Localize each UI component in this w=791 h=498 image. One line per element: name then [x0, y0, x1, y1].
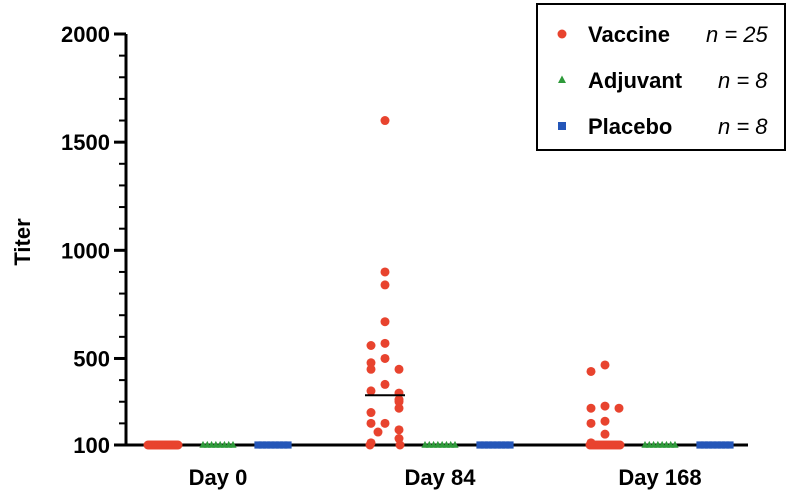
vaccine-point	[600, 360, 610, 370]
legend-label-vaccine: Vaccine	[588, 22, 670, 47]
placebo-point	[258, 441, 266, 449]
y-tick-label: 2000	[61, 22, 110, 47]
y-minor-ticks	[119, 54, 126, 425]
vaccine-point	[380, 379, 390, 389]
vaccine-point	[380, 418, 390, 428]
vaccine-point	[600, 429, 610, 439]
legend-entry-vaccine: Vaccine n = 25	[557, 22, 769, 47]
y-tick-labels: 100 500 1000 1500 2000	[61, 22, 110, 458]
x-category-label: Day 84	[405, 465, 477, 490]
placebo-point	[700, 441, 708, 449]
legend-label-placebo: Placebo	[588, 114, 672, 139]
adjuvant-legend-marker	[558, 75, 566, 84]
placebo-point	[280, 441, 288, 449]
placebo-point	[502, 441, 510, 449]
vaccine-point	[366, 408, 376, 418]
placebo-point	[271, 441, 279, 449]
placebo-point	[262, 441, 271, 449]
vaccine-point	[366, 340, 376, 350]
vaccine-point	[586, 403, 596, 413]
placebo-point	[284, 441, 292, 449]
y-tick-label: 1500	[61, 130, 110, 155]
vaccine-point	[380, 338, 390, 348]
placebo-point	[506, 441, 514, 449]
vaccine-point	[615, 440, 625, 450]
y-axis-title: Titer	[10, 218, 35, 266]
legend-n-vaccine: n = 25	[706, 22, 769, 47]
data-points	[143, 116, 734, 450]
legend-label-adjuvant: Adjuvant	[588, 68, 683, 93]
adjuvant-point	[671, 440, 679, 448]
x-category-label: Day 0	[189, 465, 248, 490]
placebo-point	[254, 441, 262, 449]
adjuvant-point	[229, 440, 237, 448]
placebo-point	[480, 441, 488, 449]
vaccine-point	[380, 280, 390, 290]
vaccine-point	[380, 267, 390, 277]
y-major-ticks	[114, 32, 126, 447]
legend: Vaccine n = 25 Adjuvant n = 8 Placebo n …	[536, 3, 786, 151]
vaccine-point	[586, 366, 596, 376]
vaccine-legend-marker	[557, 29, 567, 39]
vaccine-point	[373, 427, 383, 437]
legend-marker-vaccine	[557, 29, 567, 39]
y-tick-label: 1000	[61, 238, 110, 263]
placebo-point	[484, 441, 493, 449]
placebo-point	[493, 441, 501, 449]
placebo-point	[497, 441, 506, 449]
placebo-point	[696, 441, 704, 449]
vaccine-point	[600, 416, 610, 426]
legend-box	[536, 3, 786, 151]
vaccine-point	[586, 438, 596, 448]
vaccine-point	[614, 403, 624, 413]
legend-entry-placebo: Placebo n = 8	[558, 114, 768, 139]
vaccine-point	[380, 317, 390, 327]
legend-n-placebo: n = 8	[718, 114, 768, 139]
y-tick-label: 100	[73, 433, 110, 458]
vaccine-point	[366, 364, 376, 374]
x-tick-labels: Day 0 Day 84 Day 168	[189, 465, 702, 490]
legend-marker-adjuvant	[558, 75, 566, 84]
placebo-legend-marker	[558, 122, 566, 130]
vaccine-point	[366, 438, 376, 448]
vaccine-point	[366, 358, 376, 368]
placebo-point	[489, 441, 497, 449]
vaccine-point	[366, 418, 376, 428]
placebo-point	[476, 441, 484, 449]
vaccine-point	[394, 403, 404, 413]
placebo-point	[709, 441, 717, 449]
vaccine-point	[394, 397, 404, 407]
legend-n-adjuvant: n = 8	[718, 68, 768, 93]
placebo-point	[275, 441, 284, 449]
vaccine-point	[380, 353, 390, 363]
vaccine-point	[366, 386, 376, 396]
legend-marker-placebo	[558, 122, 566, 130]
vaccine-point	[600, 401, 610, 411]
vaccine-point	[394, 425, 404, 435]
adjuvant-point	[451, 440, 459, 448]
placebo-point	[267, 441, 275, 449]
x-category-label: Day 168	[618, 465, 701, 490]
y-tick-label: 500	[73, 346, 110, 371]
vaccine-point	[380, 116, 390, 126]
vaccine-point	[394, 364, 404, 374]
placebo-point	[704, 441, 713, 449]
placebo-point	[713, 441, 721, 449]
placebo-point	[722, 441, 730, 449]
placebo-point	[717, 441, 726, 449]
vaccine-point	[173, 440, 183, 450]
placebo-point	[726, 441, 734, 449]
vaccine-point	[586, 418, 596, 428]
legend-entry-adjuvant: Adjuvant n = 8	[558, 68, 768, 93]
vaccine-point	[394, 434, 404, 444]
